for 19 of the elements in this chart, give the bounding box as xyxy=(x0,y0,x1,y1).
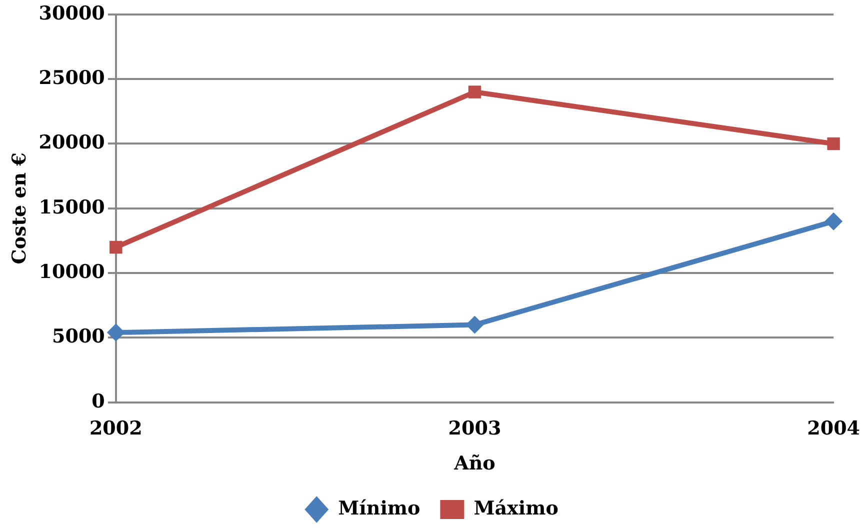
y-tick-label: 20000 xyxy=(38,132,105,154)
y-axis-title: Coste en € xyxy=(8,152,30,264)
y-tick-label: 15000 xyxy=(38,196,105,218)
point xyxy=(468,86,482,98)
y-tick-label: 0 xyxy=(92,390,105,412)
point xyxy=(827,137,840,150)
x-tick-label: 2003 xyxy=(448,418,502,440)
legend-label: Mínimo xyxy=(338,497,420,520)
y-tick-label: 30000 xyxy=(38,2,105,24)
point xyxy=(110,240,122,254)
y-tick-label: 10000 xyxy=(38,261,105,284)
x-tick-label: 2002 xyxy=(89,418,142,440)
x-tick-label: 2004 xyxy=(807,418,860,440)
y-tick-label: 25000 xyxy=(38,67,105,90)
legend-label: Máximo xyxy=(474,497,558,520)
y-tick-label: 5000 xyxy=(52,326,105,348)
x-axis-title: Año xyxy=(453,452,496,475)
point xyxy=(824,212,843,230)
point xyxy=(106,324,125,342)
